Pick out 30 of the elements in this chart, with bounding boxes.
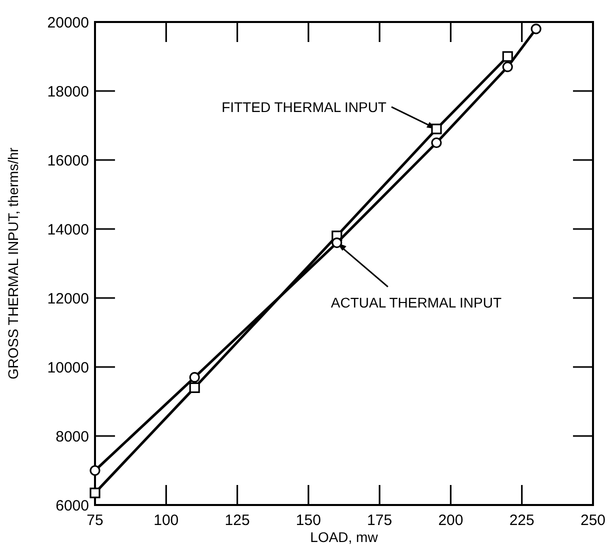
point (502, 51, 513, 62)
x-tick-label: 75 (86, 512, 104, 529)
x-tick-label: 225 (509, 512, 534, 529)
x-tick-label: 100 (154, 512, 179, 529)
point (189, 382, 200, 393)
point (530, 24, 542, 34)
x-tick-label: 200 (438, 512, 464, 529)
x-tick-label: 125 (224, 512, 250, 529)
y-tick-label: 16000 (47, 152, 89, 170)
point (431, 124, 442, 134)
point (90, 488, 100, 498)
y-tick-label: 8000 (56, 428, 89, 446)
y-tick-label: 12000 (47, 290, 89, 308)
point (189, 372, 200, 383)
x-axis-title: LOAD, mw (310, 529, 379, 545)
x-tick-label: 250 (580, 512, 606, 529)
point (431, 137, 442, 148)
y-tick-label: 6000 (56, 497, 89, 514)
point (90, 465, 100, 476)
point (502, 62, 513, 72)
x-tick-label: 175 (367, 512, 392, 529)
y-tick-label: 10000 (47, 359, 89, 376)
y-tick-label: 14000 (47, 221, 89, 238)
annotation: ACTUAL THERMAL INPUT (330, 294, 502, 311)
y-tick-label: 18000 (47, 83, 89, 100)
annotation: FITTED THERMAL INPUT (222, 98, 387, 115)
y-tick-label: 20000 (47, 14, 89, 32)
point (332, 238, 342, 248)
y-axis-title: GROSS THERMAL INPUT, therms/hr (5, 147, 21, 380)
x-tick-label: 150 (296, 512, 321, 529)
